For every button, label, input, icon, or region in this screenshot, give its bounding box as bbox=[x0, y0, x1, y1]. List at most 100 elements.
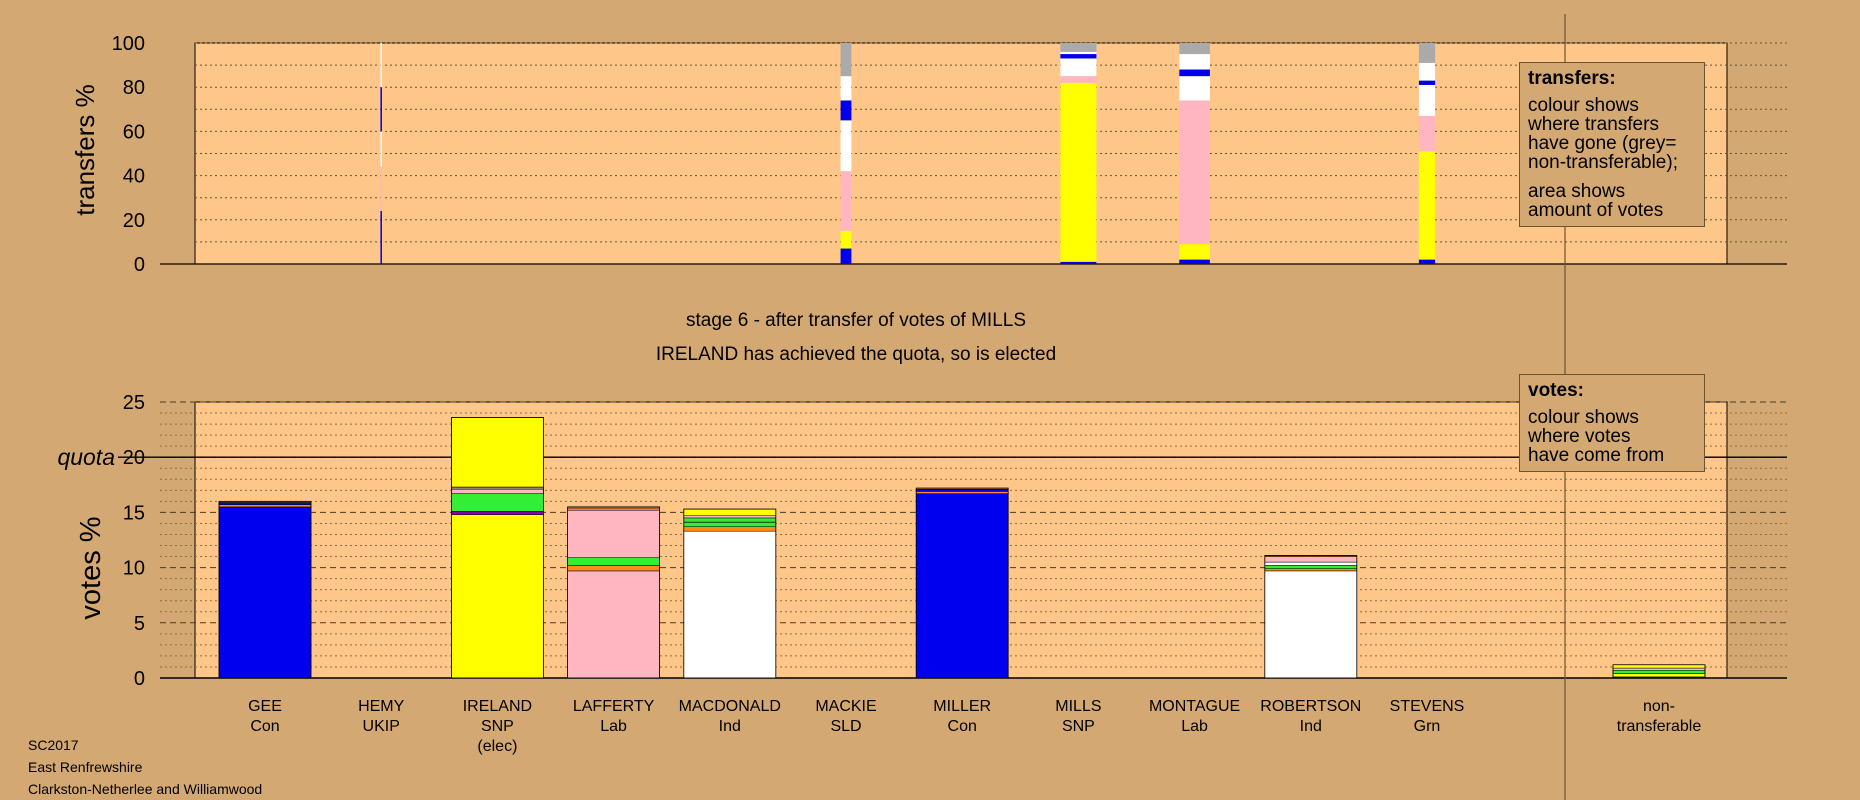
votes-bar-segment bbox=[567, 570, 660, 679]
votes-bar-segment bbox=[1612, 664, 1706, 669]
votes-bar-segment bbox=[1264, 561, 1358, 566]
transfers-panel: 0 20 40 60 80 100 bbox=[112, 33, 1787, 276]
votes-bar-segment bbox=[1264, 570, 1358, 679]
votes-tick-label: 10 bbox=[123, 558, 145, 580]
votes-bar-segment bbox=[1264, 565, 1358, 569]
candidate-name-label: LAFFERTY bbox=[573, 698, 655, 715]
candidate-party-label: Grn bbox=[1414, 718, 1441, 735]
candidate-name-label: ROBERTSON bbox=[1260, 698, 1361, 715]
votes-bar-segment bbox=[915, 491, 1009, 494]
votes-tick-label: 15 bbox=[123, 502, 145, 524]
votes-panel: 0 5 10 15 20 25 GEE Con HEMY UKIP IRELAND SNP (elec)… bbox=[118, 392, 1787, 755]
stage-result: IRELAND has achieved the quota, so is el… bbox=[656, 344, 1056, 365]
votes-bar-outline bbox=[1612, 664, 1706, 679]
candidate-party-label: transferable bbox=[1617, 718, 1702, 735]
transfers-tick-label: 60 bbox=[123, 121, 145, 143]
transfers-bar-segment bbox=[840, 76, 852, 101]
transfers-bar-segment bbox=[1179, 76, 1210, 101]
candidate-party-label: Ind bbox=[1300, 718, 1322, 735]
candidate-name-label: non- bbox=[1643, 698, 1675, 715]
transfers-bar-segment bbox=[1060, 54, 1097, 59]
votes-tick-label: 25 bbox=[123, 392, 145, 414]
transfers-bar-segment bbox=[380, 210, 382, 264]
transfers-bar-segment bbox=[1418, 43, 1436, 63]
votes-bar-segment bbox=[451, 493, 544, 512]
votes-bar-segment bbox=[1612, 673, 1706, 678]
transfers-bar-segment bbox=[1179, 43, 1210, 55]
votes-bar-segment bbox=[683, 526, 777, 532]
transfers-bar-segment bbox=[1060, 261, 1097, 264]
votes-bar-segment bbox=[1264, 556, 1358, 563]
votes-bar-segment bbox=[218, 504, 312, 508]
transfers-bar-segment bbox=[380, 43, 382, 88]
votes-tick-label: 20 bbox=[123, 447, 145, 469]
votes-bar-outline bbox=[915, 487, 1009, 679]
transfers-tick-label: 100 bbox=[112, 33, 145, 55]
votes-axis-label: votes % bbox=[75, 516, 107, 619]
candidate-party-label: Con bbox=[948, 718, 977, 735]
transfers-bar-segment bbox=[1179, 54, 1210, 70]
footer-ward: Clarkston-Netherlee and Williamwood bbox=[28, 781, 263, 797]
votes-bar-segment bbox=[683, 517, 777, 522]
transfers-bar-segment bbox=[1418, 80, 1436, 85]
transfers-legend-title: transfers: bbox=[1528, 68, 1616, 89]
candidate-party-label: Con bbox=[250, 718, 279, 735]
votes-bar-outline bbox=[218, 500, 312, 679]
transfers-bar-segment bbox=[840, 43, 852, 77]
transfers-legend-line: where transfers bbox=[1528, 114, 1659, 135]
votes-bar-segment bbox=[1264, 568, 1358, 572]
votes-bar-outline bbox=[1264, 555, 1358, 679]
transfers-legend-line: non-transferable); bbox=[1528, 152, 1678, 173]
votes-bar-segment bbox=[1612, 670, 1706, 674]
candidate-party-label: Lab bbox=[1181, 718, 1208, 735]
votes-bar-segment bbox=[567, 565, 660, 572]
transfers-tick-label: 40 bbox=[123, 166, 145, 188]
candidate-party-label: Ind bbox=[719, 718, 741, 735]
votes-legend-title: votes: bbox=[1528, 380, 1584, 401]
candidate-name-label: MILLS bbox=[1055, 698, 1101, 715]
transfers-bar-segment bbox=[840, 230, 852, 249]
candidate-name-label: MACKIE bbox=[815, 698, 876, 715]
votes-bar-outline bbox=[683, 508, 777, 679]
votes-bar-segment bbox=[218, 502, 312, 505]
transfers-bar-segment bbox=[1418, 151, 1436, 260]
candidate-name-label: MACDONALD bbox=[679, 698, 781, 715]
votes-bar-segment bbox=[683, 522, 777, 528]
candidate-name-label: IRELAND bbox=[463, 698, 532, 715]
transfers-bar-segment bbox=[1060, 51, 1097, 55]
transfers-bar-segment bbox=[1179, 259, 1210, 264]
transfers-bar-segment bbox=[1060, 76, 1097, 83]
transfers-bar-segment bbox=[840, 100, 852, 121]
candidate-name-label: MONTAGUE bbox=[1149, 698, 1240, 715]
transfers-bar-segment bbox=[1179, 244, 1210, 260]
transfers-bar-segment bbox=[1179, 100, 1210, 245]
transfers-bar-segment bbox=[840, 248, 852, 264]
candidate-name-label: GEE bbox=[248, 698, 282, 715]
candidate-party-label: UKIP bbox=[363, 718, 400, 735]
candidate-party-label: Lab bbox=[600, 718, 627, 735]
votes-bar-segment bbox=[683, 508, 777, 516]
votes-bar-segment bbox=[451, 511, 544, 515]
candidate-party-label: SNP bbox=[1062, 718, 1095, 735]
votes-bar-segment bbox=[451, 417, 544, 488]
candidate-status-label: (elec) bbox=[477, 738, 517, 755]
transfers-bar-segment bbox=[1418, 84, 1436, 116]
transfers-bar-segment bbox=[380, 166, 382, 211]
candidate-name-label: STEVENS bbox=[1390, 698, 1465, 715]
candidate-party-label: SLD bbox=[830, 718, 861, 735]
stage-title: stage 6 - after transfer of votes of MIL… bbox=[686, 310, 1026, 331]
transfers-bar-segment bbox=[1418, 259, 1436, 264]
candidate-name-label: HEMY bbox=[358, 698, 405, 715]
transfers-legend-line: area shows bbox=[1528, 181, 1626, 202]
votes-bar-segment bbox=[915, 493, 1009, 679]
footer-election: SC2017 bbox=[28, 737, 79, 753]
transfers-axis-label: transfers % bbox=[70, 84, 100, 216]
votes-bar-outline bbox=[567, 506, 660, 679]
transfers-bar-segment bbox=[840, 171, 852, 231]
votes-bar-segment bbox=[683, 515, 777, 519]
transfers-bar-segment bbox=[1418, 115, 1436, 152]
votes-legend-line: where votes bbox=[1528, 426, 1631, 447]
footer-council: East Renfrewshire bbox=[28, 759, 143, 775]
votes-tick-label: 0 bbox=[134, 668, 145, 690]
